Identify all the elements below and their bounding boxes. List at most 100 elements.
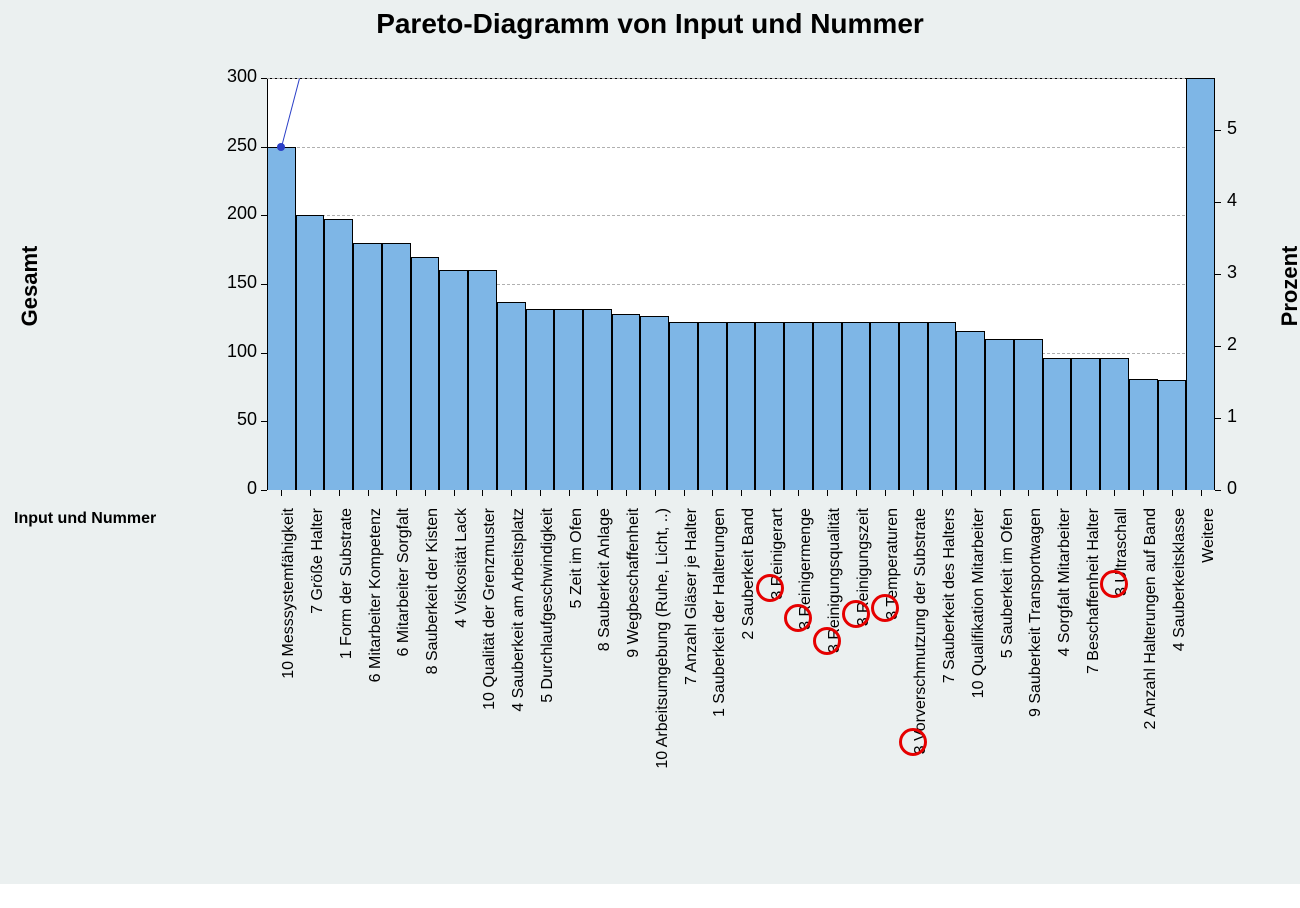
category-label: 8 Sauberkeit der Kisten — [425, 508, 441, 908]
y-left-tick — [261, 78, 267, 79]
x-tick — [655, 490, 656, 496]
category-label: 4 Sorgfalt Mitarbeiter — [1057, 508, 1073, 908]
x-tick — [1201, 490, 1202, 496]
y-right-tick — [1215, 490, 1221, 491]
x-tick — [454, 490, 455, 496]
x-tick — [942, 490, 943, 496]
x-tick — [1000, 490, 1001, 496]
category-label: 10 Qualität der Grenzmuster — [482, 508, 498, 908]
chart-panel: Pareto-Diagramm von Input und Nummer Ges… — [0, 0, 1300, 884]
gridline-left — [267, 147, 1215, 148]
annotation-circle — [756, 574, 784, 602]
y-left-tick-label: 300 — [227, 66, 257, 87]
x-tick — [684, 490, 685, 496]
category-label: 3 Temperaturen — [885, 508, 901, 908]
bar — [985, 339, 1014, 490]
x-tick — [425, 490, 426, 496]
x-tick — [368, 490, 369, 496]
category-label: 4 Sauberkeit am Arbeitsplatz — [511, 508, 527, 908]
bar — [899, 322, 928, 490]
category-label: 3 Vorverschmutzung der Substrate — [913, 508, 929, 908]
bar — [669, 322, 698, 490]
x-tick — [1028, 490, 1029, 496]
y-left-tick — [261, 490, 267, 491]
y-right-tick-label: 5 — [1227, 118, 1237, 139]
y-left-tick-label: 250 — [227, 135, 257, 156]
bar — [583, 309, 612, 490]
bar — [870, 322, 899, 490]
category-label: 4 Sauberkeitsklasse — [1172, 508, 1188, 908]
x-tick — [913, 490, 914, 496]
y-right-tick-label: 1 — [1227, 406, 1237, 427]
bar — [1158, 380, 1187, 490]
bar — [813, 322, 842, 490]
y-right-tick-label: 2 — [1227, 334, 1237, 355]
x-tick — [597, 490, 598, 496]
category-label: 6 Mitarbeiter Sorgfalt — [396, 508, 412, 908]
category-label: 5 Durchlaufgeschwindigkeit — [540, 508, 556, 908]
x-tick — [770, 490, 771, 496]
category-label: 5 Zeit im Ofen — [569, 508, 585, 908]
bar — [382, 243, 411, 490]
chart-title: Pareto-Diagramm von Input und Nummer — [0, 8, 1300, 40]
x-tick — [569, 490, 570, 496]
x-tick — [1057, 490, 1058, 496]
bar — [755, 322, 784, 490]
category-label: 3 Reinigermenge — [798, 508, 814, 908]
category-label: 3 Reinigungszeit — [856, 508, 872, 908]
x-tick — [511, 490, 512, 496]
y-right-tick-label: 4 — [1227, 190, 1237, 211]
bar — [1129, 379, 1158, 490]
y-left-axis-title: Gesamt — [17, 186, 43, 386]
category-label: 1 Sauberkeit der Halterungen — [712, 508, 728, 908]
annotation-circle — [899, 728, 927, 756]
x-tick — [540, 490, 541, 496]
bar — [727, 322, 756, 490]
x-tick — [1086, 490, 1087, 496]
category-label: 7 Anzahl Gläser je Halter — [684, 508, 700, 908]
category-label: 2 Sauberkeit Band — [741, 508, 757, 908]
y-right-axis-title: Prozent — [1277, 186, 1300, 386]
x-tick — [971, 490, 972, 496]
category-label: 3 Reinigungsqualität — [827, 508, 843, 908]
category-label: 9 Wegbeschaffenheit — [626, 508, 642, 908]
bar — [928, 322, 957, 490]
y-left-tick-label: 150 — [227, 272, 257, 293]
bar — [1186, 78, 1215, 490]
category-label: 2 Anzahl Halterungen auf Band — [1143, 508, 1159, 908]
category-label: 3 Reinigerart — [770, 508, 786, 908]
x-tick — [1143, 490, 1144, 496]
bar — [267, 147, 296, 490]
gridline-left — [267, 78, 1215, 79]
x-tick — [482, 490, 483, 496]
bar — [1043, 358, 1072, 490]
y-right-tick-label: 0 — [1227, 478, 1237, 499]
x-tick — [856, 490, 857, 496]
x-axis-title: Input und Nummer — [14, 510, 156, 528]
bar — [956, 331, 985, 490]
bar — [698, 322, 727, 490]
category-label: 7 Beschaffenheit Halter — [1086, 508, 1102, 908]
gridline-left — [267, 215, 1215, 216]
category-label: 1 Form der Substrate — [339, 508, 355, 908]
x-tick — [310, 490, 311, 496]
bar — [1071, 358, 1100, 490]
y-right-tick — [1215, 346, 1221, 347]
category-label: 7 Sauberkeit des Halters — [942, 508, 958, 908]
bar — [526, 309, 555, 490]
category-label: 10 Messsystemfähigkeit — [281, 508, 297, 908]
bar — [842, 322, 871, 490]
bar — [612, 314, 641, 490]
y-right-tick — [1215, 130, 1221, 131]
bar — [1100, 358, 1129, 490]
y-right-tick — [1215, 202, 1221, 203]
x-tick — [396, 490, 397, 496]
bar — [353, 243, 382, 490]
annotation-circle — [871, 594, 899, 622]
category-label: 8 Sauberkeit Anlage — [597, 508, 613, 908]
bar — [640, 316, 669, 490]
category-label: 10 Arbeitsumgebung (Ruhe, Licht, ..) — [655, 508, 671, 908]
category-label: 7 Größe Halter — [310, 508, 326, 908]
y-right-tick — [1215, 418, 1221, 419]
category-label: 9 Sauberkeit Transportwagen — [1028, 508, 1044, 908]
